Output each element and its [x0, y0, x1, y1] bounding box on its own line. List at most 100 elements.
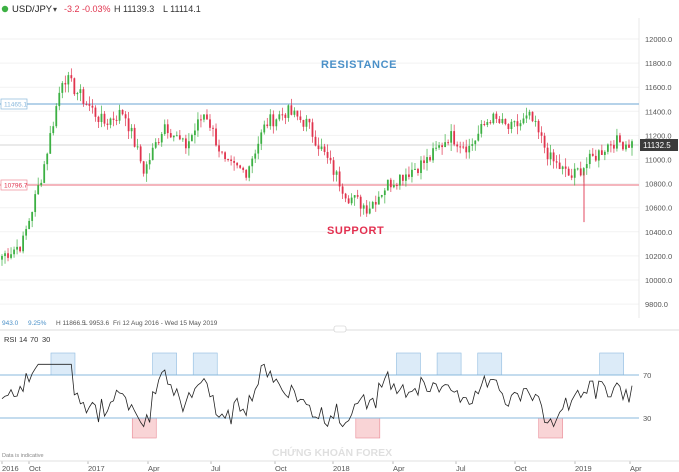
rsi-overbought-box [436, 352, 462, 376]
candle [347, 195, 350, 205]
candle [224, 151, 226, 162]
price-tick-label: 11400.0 [645, 107, 672, 116]
candle [597, 149, 600, 168]
price-tick-label: 12000.0 [645, 35, 672, 44]
candle [619, 132, 621, 144]
candle [40, 179, 43, 188]
candle [411, 162, 413, 183]
time-tick-label: Oct [515, 464, 528, 472]
candle [296, 110, 299, 121]
candle [88, 96, 91, 112]
candle [558, 154, 561, 170]
candle [121, 109, 124, 116]
candle [290, 98, 293, 116]
candle [365, 200, 368, 217]
candle [154, 138, 157, 150]
candle [444, 134, 447, 148]
candle [275, 118, 278, 131]
candle [191, 133, 193, 142]
candle [251, 155, 254, 174]
candle [100, 105, 103, 128]
time-tick-label: Apr [630, 464, 642, 472]
candle [245, 169, 248, 181]
last-price-value: 11132.5 [643, 141, 671, 150]
candle [465, 139, 468, 159]
candle [417, 167, 419, 176]
candle [203, 114, 205, 123]
candle [540, 126, 543, 144]
symbol-label[interactable]: USD/JPY [12, 4, 53, 15]
candle [46, 152, 49, 171]
candle [498, 116, 501, 124]
candle [109, 117, 112, 129]
rsi-oversold-box [131, 417, 157, 439]
candle [194, 123, 196, 144]
candle [91, 99, 94, 114]
candle [531, 111, 534, 123]
candle [218, 139, 220, 158]
candle [305, 115, 308, 132]
price-tick-label: 11200.0 [645, 131, 672, 140]
candle [543, 132, 546, 154]
candle [85, 101, 88, 106]
price-tick-label: 10800.0 [645, 180, 672, 189]
time-tick-label: Oct [275, 464, 288, 472]
candle [169, 128, 172, 139]
status-dot-icon [1, 5, 9, 13]
watermark-text: CHỨNG KHOÁN FOREX [272, 446, 392, 459]
last-price-tag: 11132.5 [640, 139, 678, 151]
candle [341, 183, 344, 200]
candle [561, 165, 564, 175]
price-tick-label: 9800.0 [645, 300, 668, 309]
watermark: CHỨNG KHOÁN FOREX [272, 446, 392, 459]
price-tick-label: 10000.0 [645, 276, 672, 285]
rsi-oversold-box [355, 417, 381, 439]
candle [594, 149, 597, 162]
candle [106, 118, 109, 130]
candle [356, 189, 359, 199]
candle [61, 81, 64, 99]
candle [441, 142, 443, 155]
candle [22, 231, 25, 254]
candle [130, 124, 133, 139]
candle [34, 190, 37, 217]
candle [576, 167, 579, 171]
support-annotation: SUPPORT [327, 225, 384, 237]
panel-resize-handle[interactable] [333, 325, 347, 333]
rsi-label[interactable]: RSI [4, 335, 17, 344]
candle [579, 161, 582, 177]
candle [308, 118, 311, 129]
candle [362, 203, 365, 215]
data-disclaimer: Data is indicative [2, 453, 44, 459]
candle [55, 103, 58, 129]
candle [495, 111, 498, 124]
candle [398, 174, 401, 190]
candle [468, 138, 471, 159]
time-tick-label: 2016 [2, 464, 19, 472]
time-tick-label: Oct [29, 464, 42, 472]
candle [474, 140, 477, 151]
candle [281, 107, 284, 121]
candle [79, 84, 82, 102]
candle [504, 118, 507, 126]
candle [616, 128, 618, 152]
candle [4, 250, 6, 264]
candle [94, 105, 97, 122]
rsi-lower: 30 [42, 335, 50, 344]
candle [359, 194, 362, 217]
symbol-dropdown-icon[interactable]: ▾ [53, 5, 57, 14]
candle [513, 120, 516, 127]
candle [263, 120, 266, 135]
candle [178, 130, 181, 141]
candle [70, 68, 73, 82]
candle [435, 140, 437, 152]
candle [67, 71, 70, 93]
candle [405, 168, 407, 187]
candle [13, 246, 15, 258]
candle [103, 110, 106, 127]
candle [450, 124, 453, 151]
candle [1, 254, 3, 266]
candle [151, 143, 154, 161]
candle [254, 149, 257, 163]
candle [537, 119, 540, 139]
